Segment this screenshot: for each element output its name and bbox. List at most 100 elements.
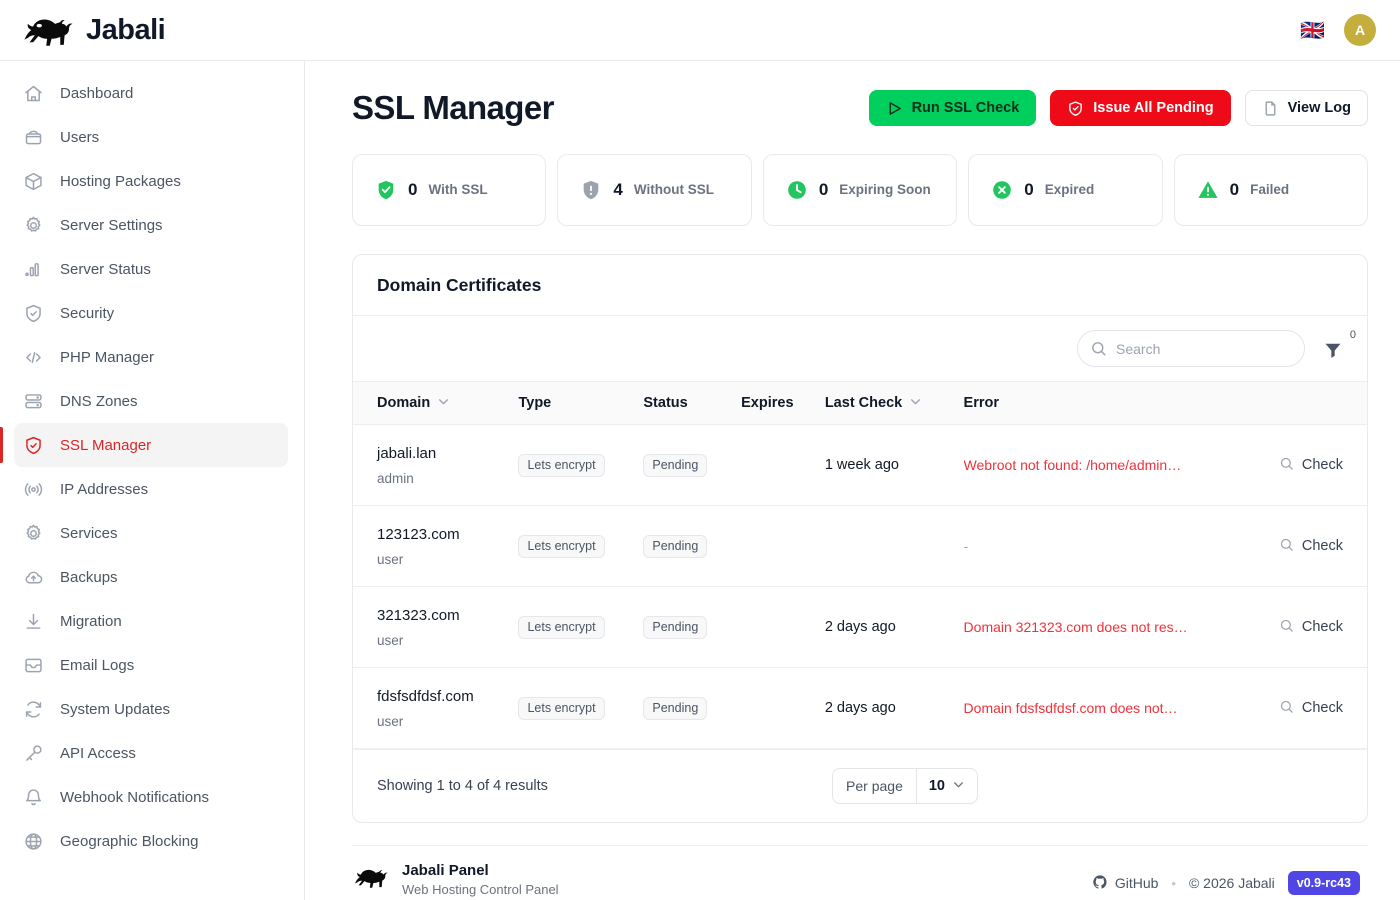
language-flag-icon[interactable]: 🇬🇧	[1300, 20, 1325, 40]
sidebar-item-server-status[interactable]: Server Status	[14, 247, 288, 291]
cell-error: Domain fdsfsdfdsf.com does not…	[956, 668, 1250, 749]
sidebar-item-ip-addresses[interactable]: IP Addresses	[14, 467, 288, 511]
view-log-button[interactable]: View Log	[1244, 90, 1368, 126]
sidebar-item-backups[interactable]: Backups	[14, 555, 288, 599]
cell-domain: fdsfsdfdsf.com user	[353, 668, 510, 749]
top-bar-right: 🇬🇧 A	[1300, 14, 1376, 46]
per-page-label: Per page	[833, 769, 917, 803]
sidebar-item-services[interactable]: Services	[14, 511, 288, 555]
footer-brand-subtitle: Web Hosting Control Panel	[402, 882, 559, 897]
check-button[interactable]: Check	[1279, 456, 1343, 475]
run-ssl-check-button[interactable]: Run SSL Check	[868, 90, 1037, 126]
top-bar: Jabali 🇬🇧 A	[0, 0, 1400, 61]
sidebar-item-label: PHP Manager	[60, 348, 154, 366]
check-button[interactable]: Check	[1279, 537, 1343, 556]
box-icon	[22, 170, 44, 192]
footer-separator: •	[1171, 875, 1176, 891]
gear-icon	[22, 522, 44, 544]
sidebar-item-webhook-notifications[interactable]: Webhook Notifications	[14, 775, 288, 819]
sidebar-item-label: Users	[60, 128, 100, 146]
status-badge: Pending	[643, 453, 708, 477]
status-badge: Pending	[643, 615, 708, 639]
cell-status: Pending	[635, 425, 733, 506]
stat-card-expiring-soon: 0 Expiring Soon	[762, 154, 958, 226]
shield-check-icon	[1067, 100, 1084, 117]
sidebar-item-security[interactable]: Security	[14, 291, 288, 335]
sidebar-item-api-access[interactable]: API Access	[14, 731, 288, 775]
view-log-label: View Log	[1287, 100, 1351, 116]
cell-status: Pending	[635, 668, 733, 749]
sidebar-item-label: Services	[60, 524, 118, 542]
sidebar-item-hosting-packages[interactable]: Hosting Packages	[14, 159, 288, 203]
github-link[interactable]: GitHub	[1092, 874, 1158, 893]
cell-type: Lets encrypt	[510, 425, 635, 506]
filter-button[interactable]: 0	[1323, 329, 1356, 362]
search-field	[1077, 330, 1305, 367]
search-input[interactable]	[1077, 330, 1305, 367]
version-badge: v0.9-rc43	[1287, 871, 1360, 895]
page-title: SSL Manager	[352, 89, 554, 126]
footer-brand-name: Jabali Panel	[402, 862, 489, 879]
column-header-domain[interactable]: Domain	[353, 381, 511, 425]
shield-check-icon	[22, 434, 44, 456]
sidebar: Dashboard Users Hosting Packages Server Set…	[0, 61, 305, 900]
stat-value: 0	[1024, 180, 1034, 199]
stat-value: 0	[1229, 180, 1240, 199]
run-ssl-check-label: Run SSL Check	[911, 100, 1020, 116]
sidebar-item-label: SSL Manager	[60, 436, 152, 454]
cell-actions: Check	[1249, 425, 1367, 506]
per-page-value[interactable]: 10	[917, 769, 977, 803]
play-icon	[886, 100, 903, 117]
sidebar-item-dns-zones[interactable]: DNS Zones	[14, 379, 288, 423]
check-label: Check	[1301, 457, 1343, 473]
brand[interactable]: Jabali	[20, 13, 166, 47]
domain-name: jabali.lan	[377, 444, 437, 462]
check-button[interactable]: Check	[1279, 618, 1343, 637]
type-badge: Lets encrypt	[518, 696, 605, 720]
domain-owner: user	[377, 632, 404, 648]
footer-brand-text: Jabali Panel Web Hosting Control Panel	[402, 862, 559, 897]
stat-value: 0	[408, 180, 418, 199]
sidebar-item-ssl-manager[interactable]: SSL Manager	[0, 423, 288, 467]
column-header-last-check[interactable]: Last Check	[816, 381, 956, 425]
stat-card-without-ssl: 4 Without SSL	[557, 154, 752, 226]
sidebar-item-dashboard[interactable]: Dashboard	[14, 71, 288, 115]
status-badge: Pending	[643, 696, 708, 720]
sidebar-item-label: Server Status	[60, 260, 151, 278]
search-icon	[1279, 699, 1294, 718]
cell-expires	[733, 506, 817, 587]
table-row: 123123.com user Lets encrypt Pending - Check	[353, 506, 1367, 587]
document-icon	[1262, 100, 1279, 117]
table-toolbar: 0	[353, 316, 1367, 381]
issue-all-pending-button[interactable]: Issue All Pending	[1050, 90, 1231, 126]
check-button[interactable]: Check	[1279, 699, 1343, 718]
column-label: Expires	[741, 395, 794, 411]
card-header: Domain Certificates	[353, 255, 1367, 316]
stat-cards: 0 With SSL 4 Without SSL 0 Expiring Soon 0 Expi…	[352, 154, 1369, 226]
sidebar-item-geographic-blocking[interactable]: Geographic Blocking	[14, 819, 288, 863]
search-icon	[1279, 537, 1294, 556]
column-header-actions	[1249, 381, 1367, 425]
avatar[interactable]: A	[1344, 14, 1376, 46]
per-page-selector[interactable]: Per page 10	[832, 768, 978, 804]
sidebar-item-migration[interactable]: Migration	[14, 599, 288, 643]
sidebar-item-server-settings[interactable]: Server Settings	[14, 203, 288, 247]
sidebar-item-email-logs[interactable]: Email Logs	[14, 643, 288, 687]
cell-expires	[733, 668, 817, 749]
boar-logo-icon	[20, 13, 76, 47]
domain-owner: admin	[377, 470, 414, 486]
github-icon	[1092, 874, 1108, 893]
sidebar-item-label: Server Settings	[60, 216, 163, 234]
sidebar-item-users[interactable]: Users	[14, 115, 288, 159]
chevron-down-icon	[909, 395, 922, 412]
column-label: Status	[643, 395, 688, 411]
search-icon	[1279, 456, 1294, 475]
sidebar-item-php-manager[interactable]: PHP Manager	[14, 335, 288, 379]
sidebar-item-system-updates[interactable]: System Updates	[14, 687, 288, 731]
circle-x-filled-icon	[991, 179, 1013, 201]
cell-expires	[733, 587, 817, 668]
cell-last-check	[817, 506, 956, 587]
cell-status: Pending	[635, 506, 733, 587]
table-head: Domain Type Status Expires Last Check Error	[353, 381, 1367, 425]
column-label: Last Check	[824, 395, 903, 411]
